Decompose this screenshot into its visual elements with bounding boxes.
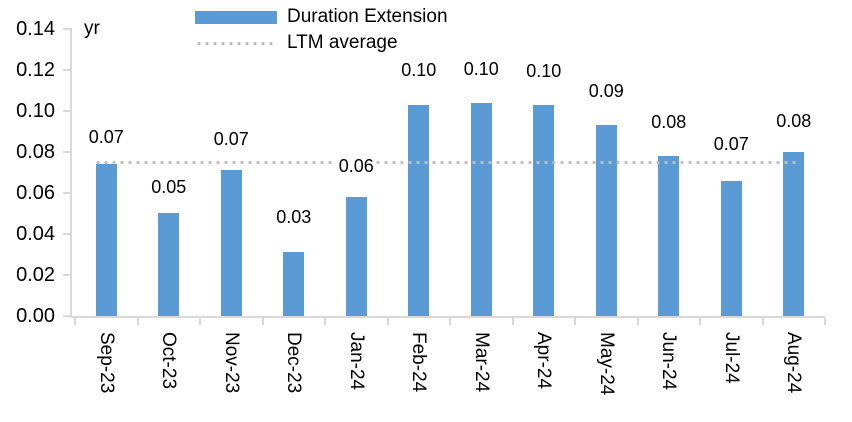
category-label-jul-24: Jul-24: [720, 332, 742, 384]
legend-label-duration-extension: Duration Extension: [287, 6, 448, 27]
data-label-jan-24: 0.06: [335, 156, 377, 177]
x-axis-tick-mark: [511, 318, 514, 325]
bar-oct-23: [158, 213, 180, 316]
x-axis-tick-mark: [324, 318, 326, 325]
legend-label-ltm-average: LTM average: [287, 32, 398, 53]
bar-nov-23: [220, 170, 242, 316]
data-label-may-24: 0.09: [585, 81, 627, 102]
dotted-line-swatch-icon: [195, 40, 277, 46]
category-label-sep-23: Sep-23: [95, 332, 117, 394]
y-axis-tick-label: 0.04: [16, 223, 55, 245]
category-label-oct-23: Oct-23: [158, 332, 180, 390]
legend-item-ltm-average: LTM average: [195, 30, 448, 56]
category-label-jun-24: Jun-24: [658, 332, 680, 391]
category-label-mar-24: Mar-24: [470, 332, 492, 393]
x-axis-tick-mark: [74, 318, 76, 325]
x-axis-tick-mark: [449, 318, 451, 325]
y-axis-tick-label: 0.10: [16, 100, 55, 122]
data-label-oct-23: 0.05: [148, 177, 190, 198]
y-axis-tick-label: 0.02: [16, 264, 55, 286]
data-label-feb-24: 0.10: [398, 60, 440, 81]
y-axis-tick-mark: [63, 28, 70, 30]
bar-feb-24: [408, 105, 430, 316]
bar-sep-23: [95, 164, 117, 316]
data-label-apr-24: 0.10: [523, 61, 565, 82]
x-axis-line: [70, 316, 825, 318]
category-label-aug-24: Aug-24: [783, 332, 805, 394]
y-axis-tick-label: 0.06: [16, 182, 55, 204]
bar-aug-24: [783, 152, 805, 316]
y-axis-tick-label: 0.00: [16, 305, 55, 327]
category-label-apr-24: Apr-24: [533, 332, 555, 390]
y-axis-tick-mark: [63, 69, 70, 71]
bar-jan-24: [345, 197, 367, 316]
category-label-nov-23: Nov-23: [220, 332, 242, 394]
y-axis-tick-label: 0.12: [16, 59, 55, 81]
x-axis-tick-mark: [386, 318, 389, 325]
x-axis-tick-mark: [636, 318, 639, 325]
data-label-sep-23: 0.07: [85, 127, 127, 148]
category-label-feb-24: Feb-24: [408, 332, 430, 393]
legend-item-duration-extension: Duration Extension: [195, 4, 448, 30]
y-axis-tick-label: 0.08: [16, 141, 55, 163]
bar-mar-24: [470, 103, 492, 316]
x-axis-tick-mark: [199, 318, 201, 325]
y-axis-tick-mark: [63, 151, 70, 153]
data-label-aug-24: 0.08: [773, 111, 815, 132]
legend: Duration Extension LTM average: [195, 4, 448, 56]
data-label-mar-24: 0.10: [460, 59, 502, 80]
bar-jun-24: [658, 156, 680, 316]
x-axis-tick-mark: [699, 318, 701, 325]
bar-dec-23: [283, 252, 305, 316]
x-axis-tick-mark: [761, 318, 764, 325]
category-label-jan-24: Jan-24: [345, 332, 367, 391]
x-axis-tick-mark: [824, 318, 826, 325]
y-axis-tick-mark: [63, 274, 70, 276]
data-label-dec-23: 0.03: [273, 207, 315, 228]
y-axis-unit-label: yr: [84, 18, 100, 39]
ltm-average-line: [94, 160, 798, 165]
data-label-jun-24: 0.08: [648, 112, 690, 133]
y-axis-line: [70, 28, 72, 318]
category-label-may-24: May-24: [595, 332, 617, 396]
y-axis-tick-mark: [63, 192, 70, 194]
x-axis-tick-mark: [574, 318, 576, 325]
x-axis-tick-mark: [136, 318, 139, 325]
data-label-nov-23: 0.07: [210, 129, 252, 150]
bar-apr-24: [533, 105, 555, 316]
bar-swatch-icon: [195, 10, 277, 24]
y-axis-tick-label: 0.14: [16, 18, 55, 40]
y-axis-tick-mark: [63, 233, 70, 235]
category-label-dec-23: Dec-23: [283, 332, 305, 394]
bar-may-24: [595, 125, 617, 316]
y-axis-tick-mark: [63, 110, 70, 112]
y-axis-tick-mark: [63, 315, 70, 317]
data-label-jul-24: 0.07: [710, 134, 752, 155]
x-axis-tick-mark: [261, 318, 264, 325]
bar-jul-24: [720, 181, 742, 316]
